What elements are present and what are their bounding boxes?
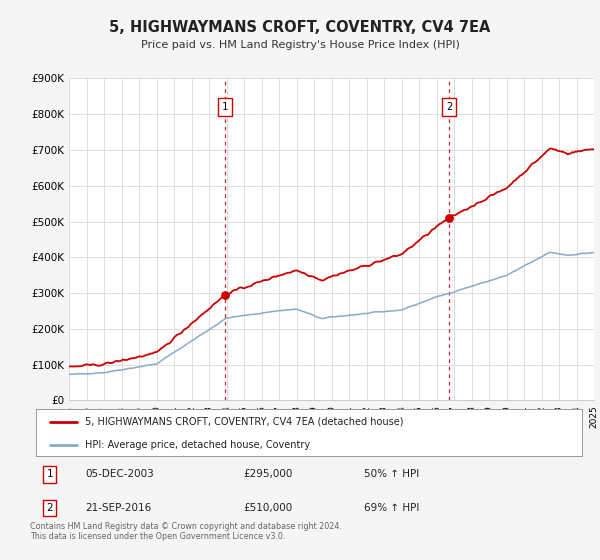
Text: 5, HIGHWAYMANS CROFT, COVENTRY, CV4 7EA (detached house): 5, HIGHWAYMANS CROFT, COVENTRY, CV4 7EA … <box>85 417 404 427</box>
Text: £510,000: £510,000 <box>244 503 293 513</box>
Text: 1: 1 <box>222 102 228 112</box>
Text: 1: 1 <box>46 469 53 479</box>
Text: 2: 2 <box>446 102 452 112</box>
Text: 05-DEC-2003: 05-DEC-2003 <box>85 469 154 479</box>
Point <box>220 291 230 300</box>
Text: 21-SEP-2016: 21-SEP-2016 <box>85 503 151 513</box>
Text: HPI: Average price, detached house, Coventry: HPI: Average price, detached house, Cove… <box>85 440 310 450</box>
Text: Contains HM Land Registry data © Crown copyright and database right 2024.
This d: Contains HM Land Registry data © Crown c… <box>30 522 342 542</box>
Text: 50% ↑ HPI: 50% ↑ HPI <box>364 469 419 479</box>
Text: Price paid vs. HM Land Registry's House Price Index (HPI): Price paid vs. HM Land Registry's House … <box>140 40 460 50</box>
Text: £295,000: £295,000 <box>244 469 293 479</box>
Point <box>444 213 454 222</box>
Text: 5, HIGHWAYMANS CROFT, COVENTRY, CV4 7EA: 5, HIGHWAYMANS CROFT, COVENTRY, CV4 7EA <box>109 20 491 35</box>
Text: 2: 2 <box>46 503 53 513</box>
Text: 69% ↑ HPI: 69% ↑ HPI <box>364 503 419 513</box>
